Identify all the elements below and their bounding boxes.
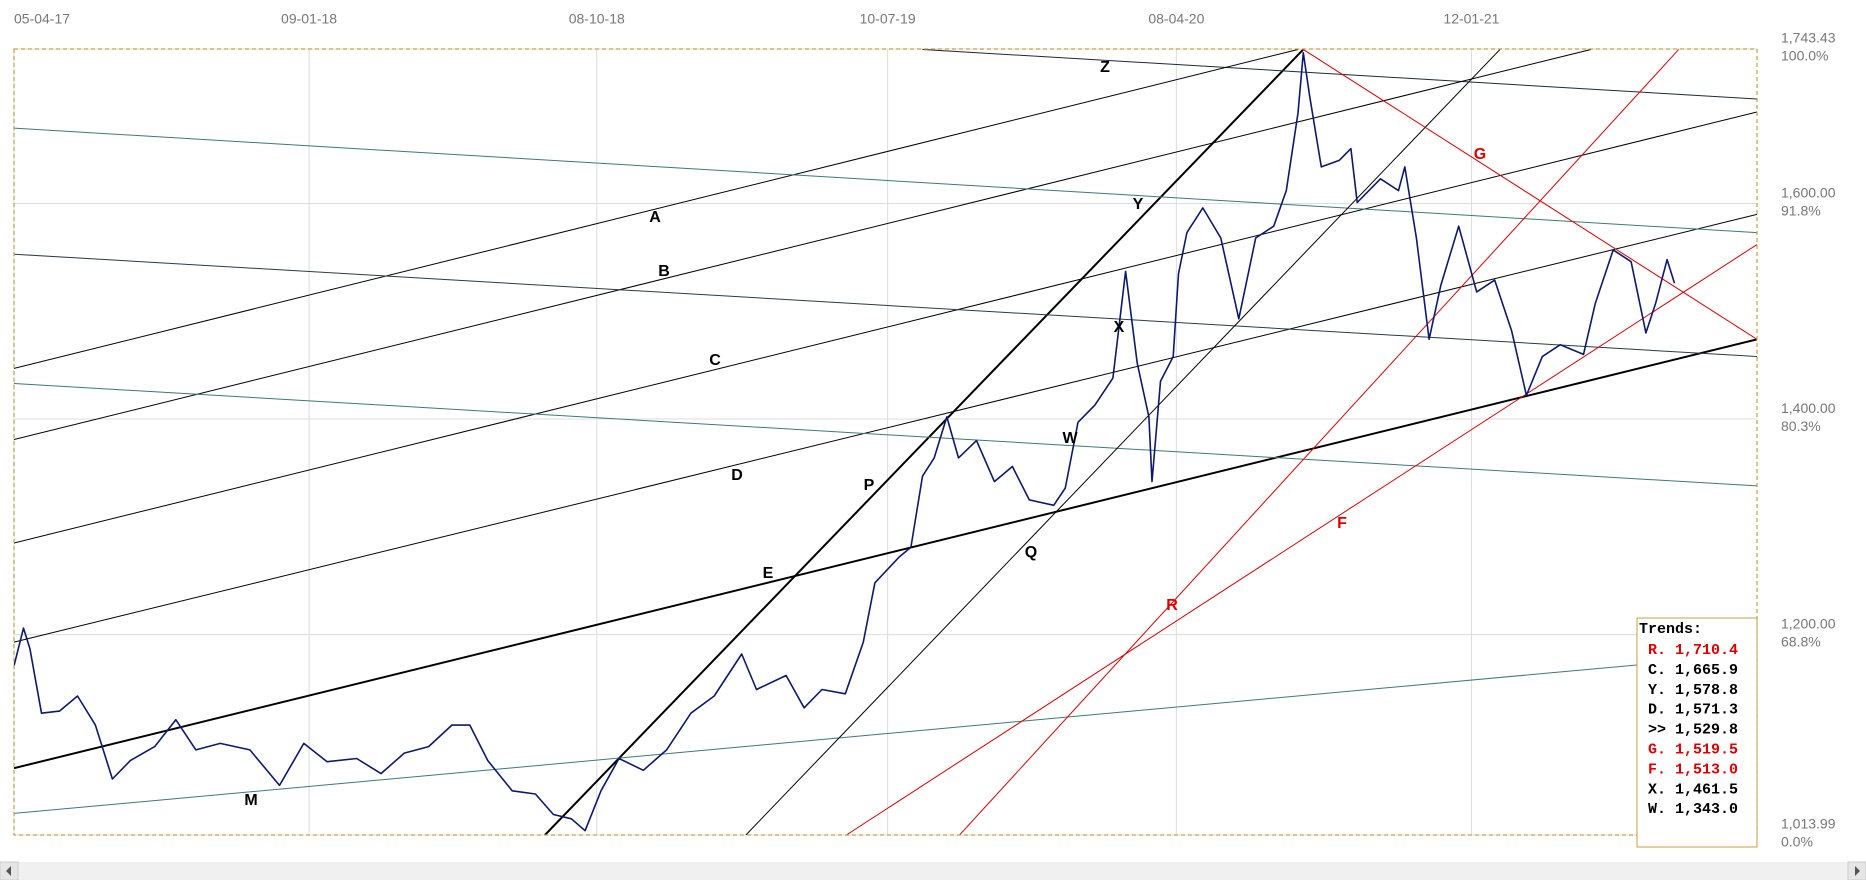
trendline [14, 383, 1757, 487]
x-tick-label: 05-04-17 [14, 11, 70, 27]
trendline-label: G [1474, 146, 1486, 163]
y-tick-label: 1,200.00 [1781, 615, 1836, 631]
trendline [959, 49, 1680, 835]
trendline [922, 49, 1757, 100]
price-line [14, 51, 1676, 832]
trend-row: D. 1,571.3 [1648, 702, 1738, 719]
grid [13, 48, 1757, 836]
trendline [846, 244, 1757, 835]
y-tick-label: 1,600.00 [1781, 184, 1836, 200]
arrow-right [1855, 866, 1860, 876]
trendline [14, 49, 1299, 369]
y-tick-percent: 0.0% [1781, 834, 1813, 850]
x-tick-label: 10-07-19 [860, 11, 916, 27]
y-tick-label: 1,743.43 [1781, 30, 1836, 46]
trendline-label: F [1337, 515, 1347, 532]
y-tick-percent: 100.0% [1781, 48, 1828, 64]
trendline [14, 653, 1757, 814]
trendline-label: D [731, 467, 743, 484]
trendline [14, 49, 1592, 441]
y-tick-label: 1,013.99 [1781, 816, 1836, 832]
trendline-label: E [763, 565, 774, 582]
trendline-label: P [864, 477, 875, 494]
x-tick-label: 12-01-21 [1443, 11, 1499, 27]
y-tick-percent: 80.3% [1781, 418, 1821, 434]
trend-row: R. 1,710.4 [1648, 642, 1738, 659]
labels: 05-04-17 09-01-18 08-10-18 10-07-19 08-04-20… [14, 11, 1836, 850]
scrollbar[interactable] [0, 861, 1866, 880]
trend-row: G. 1,519.5 [1648, 741, 1738, 758]
x-tick-label: 09-01-18 [281, 11, 337, 27]
y-tick-percent: 68.8% [1781, 633, 1821, 649]
y-tick-label: 1,400.00 [1781, 400, 1836, 416]
arrow-left [6, 866, 11, 876]
trend-row: F. 1,513.0 [1648, 761, 1738, 778]
trend-row: X. 1,461.5 [1648, 781, 1738, 798]
annotation: W [1062, 430, 1078, 447]
trendline [544, 49, 1304, 835]
trendline [745, 49, 1501, 835]
trends-box: Trends: R. 1,710.4 C. 1,665.9 Y. 1,578.8 D.… [1636, 617, 1758, 848]
x-tick-label: 08-04-20 [1148, 11, 1204, 27]
trendline-label: R [1166, 597, 1178, 614]
trendline-label: C [709, 352, 721, 369]
trendline-label: Q [1025, 544, 1037, 561]
trend-row: Y. 1,578.8 [1648, 682, 1738, 699]
trendline-label: Z [1100, 59, 1110, 76]
trendlines [14, 49, 1757, 835]
scroll-track[interactable] [0, 862, 1866, 880]
trend-row: C. 1,665.9 [1648, 662, 1738, 679]
trends-panel [1636, 617, 1758, 848]
price-series [14, 51, 1676, 832]
trendline [14, 127, 1757, 234]
trend-row: >> 1,529.8 [1648, 722, 1738, 739]
x-tick-label: 08-10-18 [569, 11, 625, 27]
trend-row: W. 1,343.0 [1648, 801, 1738, 818]
trendline-label: M [244, 792, 257, 809]
annotation: Y [1133, 196, 1144, 213]
trendline [14, 338, 1757, 770]
annotation: X [1114, 319, 1125, 336]
y-tick-percent: 91.8% [1781, 202, 1821, 218]
plot-border [13, 48, 1758, 836]
trends-title: Trends: [1639, 621, 1702, 638]
trendline-label: A [649, 209, 661, 226]
trendline [14, 213, 1757, 643]
trendline-label: B [658, 263, 670, 280]
trendline [14, 111, 1757, 544]
trendline [1303, 49, 1757, 340]
trendline [14, 253, 1757, 358]
